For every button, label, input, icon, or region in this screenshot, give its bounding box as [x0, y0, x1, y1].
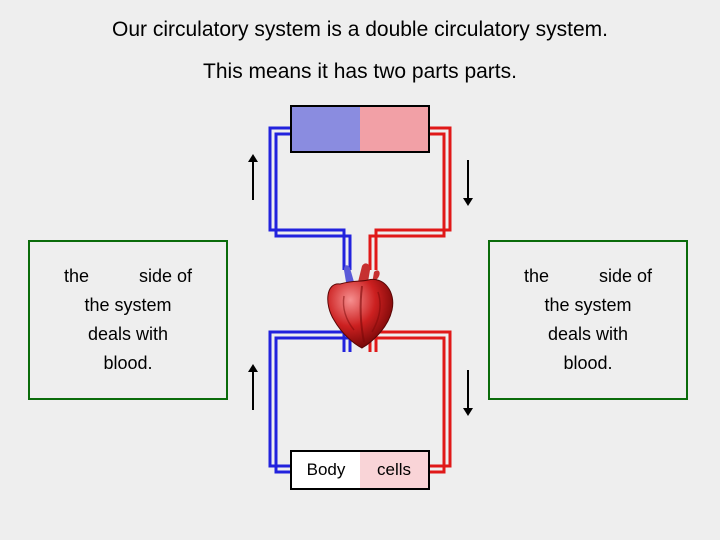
left-system-box: the side of the system deals with blood.: [28, 240, 228, 400]
flow-arrow-lower-left: [252, 370, 254, 410]
right-row3: deals with: [490, 320, 686, 349]
left-row3: deals with: [30, 320, 226, 349]
flow-arrow-lower-right: [467, 370, 469, 410]
lungs-box: [290, 105, 430, 153]
left-row1-a: the: [64, 266, 89, 286]
left-row1: the side of: [30, 262, 226, 291]
right-system-box: the side of the system deals with blood.: [488, 240, 688, 400]
right-row2: the system: [490, 291, 686, 320]
body-cells-label-right: cells: [360, 452, 428, 488]
left-row4: blood.: [30, 349, 226, 378]
flow-arrow-upper-left: [252, 160, 254, 200]
left-row2: the system: [30, 291, 226, 320]
body-cells-label-left: Body: [292, 452, 360, 488]
right-row1-b: side of: [599, 266, 652, 286]
title-line-2: This means it has two parts parts.: [0, 60, 720, 84]
lungs-oxygenated-half: [360, 107, 428, 151]
flow-arrow-upper-right: [467, 160, 469, 200]
right-row4: blood.: [490, 349, 686, 378]
left-row1-b: side of: [139, 266, 192, 286]
title-line-1: Our circulatory system is a double circu…: [0, 18, 720, 42]
body-cells-box: Body cells: [290, 450, 430, 490]
right-row1-a: the: [524, 266, 549, 286]
heart-icon: [322, 262, 398, 352]
right-row1: the side of: [490, 262, 686, 291]
lungs-deoxygenated-half: [292, 107, 360, 151]
